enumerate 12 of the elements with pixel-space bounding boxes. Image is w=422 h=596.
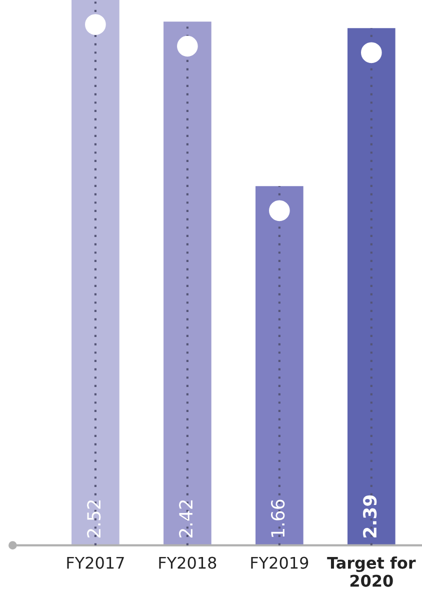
data-label: 1.66 — [271, 500, 285, 537]
x-tick-label: FY2019 — [251, 556, 308, 569]
data-label: 2.42 — [179, 500, 192, 538]
bar — [164, 22, 212, 546]
data-label: 2.52 — [87, 500, 101, 538]
data-label: 2.39 — [362, 495, 377, 538]
bar — [256, 186, 304, 546]
bar — [72, 0, 120, 546]
bar — [347, 28, 396, 546]
x-tick-label: FY2018 — [159, 556, 216, 569]
x-tick-label: Target for 2020 — [327, 556, 416, 587]
x-tick-label: FY2017 — [67, 556, 124, 569]
